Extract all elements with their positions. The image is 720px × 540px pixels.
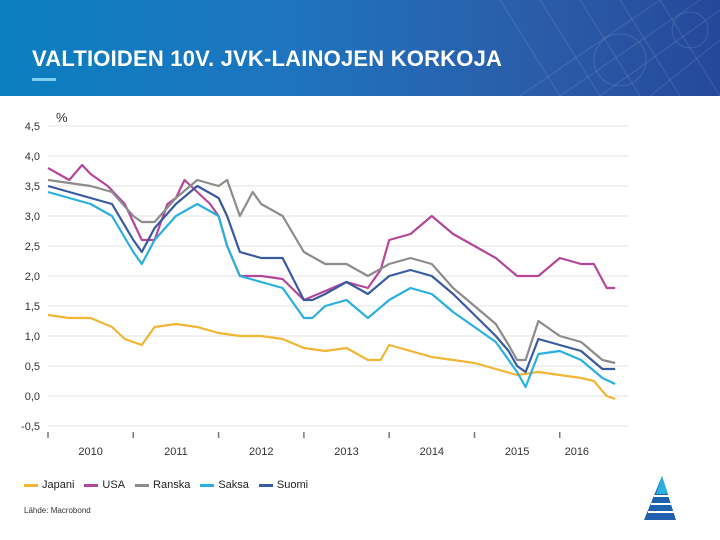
legend-swatch [135, 483, 150, 487]
legend-label: Japani [42, 479, 75, 491]
legend-item-usa: USA [84, 479, 125, 491]
y-tick-label: 1,5 [25, 301, 40, 313]
y-tick-label: 2,5 [25, 241, 40, 253]
rates-chart: -0,5 0,0 0,5 1,0 1,5 2,0 2,5 3,0 3,5 4,0 4,5% 2010 2… [21, 110, 628, 458]
series-line-usa [47, 163, 616, 302]
legend-label: Saksa [218, 479, 249, 491]
series-line-ranska [47, 178, 616, 365]
decorative-pattern [499, 0, 720, 96]
y-tick-label: 4,5 [25, 121, 40, 133]
title-underline [32, 78, 56, 81]
legend-label: USA [102, 479, 126, 491]
logo-icon [644, 476, 676, 520]
title-banner: VALTIOIDEN 10V. JVK-LAINOJEN KORKOJA [0, 0, 720, 96]
series-line-suomi [47, 184, 616, 374]
legend-swatch [258, 483, 273, 487]
x-tick-label: 2016 [565, 446, 589, 458]
legend-swatch [200, 483, 215, 487]
y-tick-label: -0,5 [21, 421, 40, 433]
slide-title: VALTIOIDEN 10V. JVK-LAINOJEN KORKOJA [32, 46, 503, 71]
chart-legend: Japani USA Ranska Saksa Suomi [24, 477, 318, 493]
x-tick-label: 2012 [249, 446, 273, 458]
series-line-saksa [47, 190, 616, 389]
y-tick-label: 1,0 [25, 331, 40, 343]
x-tick-label: 2011 [164, 446, 188, 458]
y-axis-unit: % [56, 110, 68, 125]
legend-item-japani: Japani [24, 479, 74, 491]
legend-label: Suomi [276, 479, 309, 491]
y-tick-label: 0,5 [25, 361, 40, 373]
x-tick-label: 2014 [420, 446, 444, 458]
legend-item-saksa: Saksa [200, 479, 249, 491]
y-tick-label: 3,0 [25, 211, 40, 223]
legend-label: Ranska [153, 479, 191, 491]
source-note: Lähde: Macrobond [24, 506, 91, 515]
y-tick-label: 3,5 [25, 181, 40, 193]
legend-swatch [24, 483, 38, 487]
legend-item-ranska: Ranska [135, 479, 190, 491]
legend-swatch [84, 483, 99, 487]
y-tick-label: 2,0 [25, 271, 40, 283]
x-tick-label: 2010 [78, 446, 102, 458]
y-tick-label: 4,0 [25, 151, 40, 163]
x-tick-label: 2015 [505, 446, 529, 458]
x-tick-label: 2013 [334, 446, 358, 458]
series-line-japani [47, 313, 616, 401]
y-tick-label: 0,0 [25, 391, 40, 403]
legend-item-suomi: Suomi [258, 479, 309, 491]
